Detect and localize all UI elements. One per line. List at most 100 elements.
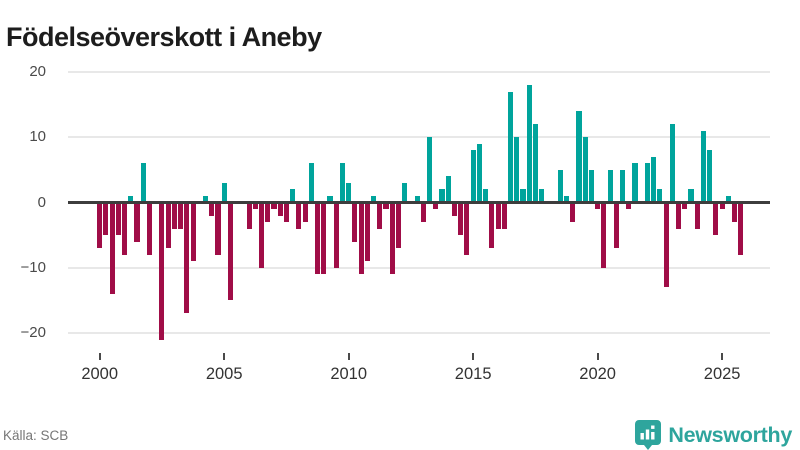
bar-positive[interactable] (582, 137, 588, 203)
bar-positive[interactable] (439, 189, 445, 203)
bar-negative[interactable] (719, 202, 725, 209)
bar-positive[interactable] (290, 189, 296, 203)
bar-positive[interactable] (371, 196, 377, 203)
bar-negative[interactable] (358, 202, 364, 275)
bar-negative[interactable] (271, 202, 277, 209)
bar-positive[interactable] (707, 150, 713, 203)
bar-negative[interactable] (601, 202, 607, 268)
bar-negative[interactable] (694, 202, 700, 229)
bar-negative[interactable] (159, 202, 165, 340)
bar-positive[interactable] (507, 91, 514, 203)
gridline (68, 266, 770, 269)
bar-negative[interactable] (570, 202, 576, 223)
bar-positive[interactable] (576, 111, 582, 203)
bar-positive[interactable] (327, 196, 333, 203)
bar-positive[interactable] (128, 196, 134, 203)
bar-positive[interactable] (657, 189, 663, 203)
bar-negative[interactable] (283, 202, 289, 223)
bar-negative[interactable] (489, 202, 495, 249)
bar-negative[interactable] (458, 202, 464, 236)
bar-negative[interactable] (115, 202, 121, 236)
bar-negative[interactable] (389, 202, 395, 275)
bar-negative[interactable] (732, 202, 738, 223)
bar-negative[interactable] (215, 202, 221, 255)
bar-positive[interactable] (308, 163, 314, 203)
bar-negative[interactable] (109, 202, 115, 294)
bar-negative[interactable] (451, 202, 458, 216)
bar-negative[interactable] (122, 202, 128, 255)
bar-negative[interactable] (265, 202, 271, 223)
bar-negative[interactable] (377, 202, 383, 229)
bar-negative[interactable] (315, 202, 321, 275)
bar-positive[interactable] (688, 189, 694, 203)
bar-negative[interactable] (252, 202, 258, 209)
x-axis-tick-mark (223, 353, 226, 360)
bar-negative[interactable] (103, 202, 109, 236)
bar-negative[interactable] (178, 202, 184, 229)
bar-negative[interactable] (613, 202, 619, 249)
bar-negative[interactable] (302, 202, 308, 223)
bar-negative[interactable] (433, 202, 439, 209)
bar-positive[interactable] (414, 196, 420, 203)
bar-positive[interactable] (563, 196, 570, 203)
bar-positive[interactable] (669, 124, 675, 203)
bar-negative[interactable] (97, 202, 103, 249)
bar-positive[interactable] (557, 169, 563, 203)
bar-positive[interactable] (644, 163, 650, 203)
bar-positive[interactable] (526, 85, 532, 203)
bar-negative[interactable] (495, 202, 501, 229)
bar-positive[interactable] (532, 124, 538, 203)
bar-positive[interactable] (202, 196, 209, 203)
bar-negative[interactable] (134, 202, 140, 242)
bar-positive[interactable] (427, 137, 433, 203)
bar-negative[interactable] (296, 202, 302, 229)
bar-positive[interactable] (539, 189, 545, 203)
bar-negative[interactable] (676, 202, 682, 229)
bar-positive[interactable] (476, 143, 482, 203)
bar-negative[interactable] (626, 202, 632, 209)
bar-positive[interactable] (445, 176, 451, 203)
bar-negative[interactable] (395, 202, 402, 249)
bar-positive[interactable] (140, 163, 146, 203)
bar-negative[interactable] (171, 202, 177, 229)
bar-negative[interactable] (165, 202, 171, 249)
bar-positive[interactable] (588, 169, 594, 203)
bar-negative[interactable] (146, 202, 153, 255)
bar-negative[interactable] (595, 202, 601, 209)
bar-positive[interactable] (700, 130, 707, 203)
bar-negative[interactable] (184, 202, 190, 314)
bar-positive[interactable] (346, 182, 352, 203)
bar-negative[interactable] (738, 202, 744, 255)
bar-negative[interactable] (333, 202, 339, 268)
bar-negative[interactable] (383, 202, 389, 209)
bar-positive[interactable] (514, 137, 520, 203)
bar-positive[interactable] (619, 169, 626, 203)
bar-negative[interactable] (420, 202, 426, 223)
bar-negative[interactable] (713, 202, 719, 236)
bar-negative[interactable] (663, 202, 669, 288)
bar-negative[interactable] (352, 202, 358, 242)
bar-negative[interactable] (209, 202, 215, 216)
bar-positive[interactable] (725, 196, 731, 203)
bar-positive[interactable] (483, 189, 489, 203)
bar-negative[interactable] (364, 202, 370, 262)
bar-negative[interactable] (277, 202, 283, 216)
bar-negative[interactable] (501, 202, 507, 229)
bar-positive[interactable] (221, 182, 227, 203)
bar-positive[interactable] (520, 189, 526, 203)
bar-negative[interactable] (227, 202, 233, 301)
bar-negative[interactable] (246, 202, 252, 229)
newsworthy-logo[interactable]: Newsworthy (635, 420, 792, 450)
bar-positive[interactable] (651, 156, 657, 203)
bar-positive[interactable] (339, 163, 345, 203)
bar-negative[interactable] (190, 202, 196, 262)
bar-positive[interactable] (402, 182, 408, 203)
bar-positive[interactable] (607, 169, 613, 203)
bar-negative[interactable] (464, 202, 470, 255)
bar-negative[interactable] (321, 202, 327, 275)
bar-positive[interactable] (632, 163, 638, 203)
newsworthy-pin-barchart-icon (635, 420, 662, 450)
bar-positive[interactable] (470, 150, 476, 203)
bar-negative[interactable] (682, 202, 688, 209)
bar-negative[interactable] (258, 202, 265, 268)
